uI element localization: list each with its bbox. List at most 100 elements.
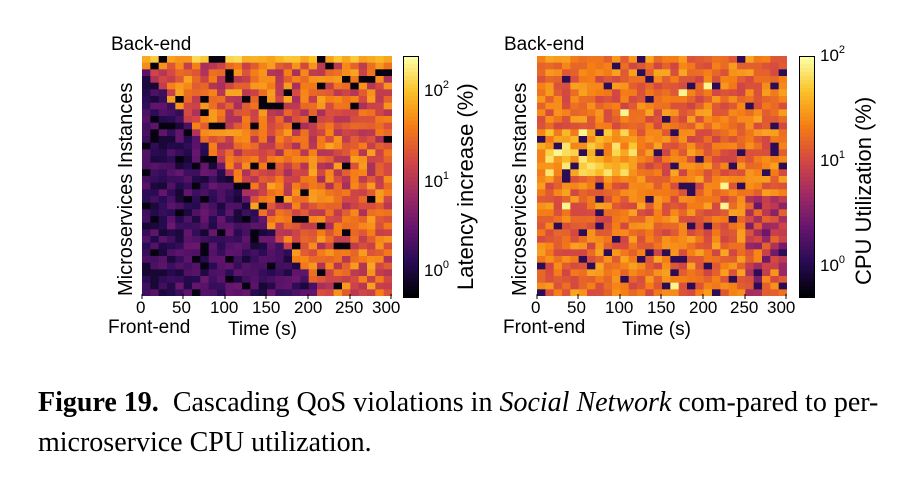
heatmap-cell [267, 249, 276, 257]
heatmap-cell [778, 256, 787, 264]
heatmap-cell [208, 62, 218, 70]
heatmap-cell [367, 82, 376, 90]
heatmap-cell [350, 149, 360, 157]
colorbar-swatch [799, 185, 815, 190]
heatmap-cell [587, 156, 596, 164]
heatmap-cell [737, 256, 746, 264]
heatmap-cell [383, 242, 392, 250]
heatmap-cell [258, 262, 268, 270]
heatmap-cell [570, 222, 580, 230]
heatmap-cell [687, 249, 696, 257]
heatmap-cell [553, 229, 563, 237]
heatmap-cell [537, 102, 546, 110]
heatmap-cell [670, 89, 680, 97]
colorbar-swatch [799, 233, 815, 239]
colorbar-swatch [403, 148, 419, 154]
heatmap-cell [225, 222, 235, 230]
colorbar-swatch [799, 253, 815, 259]
heatmap-cell [158, 82, 168, 90]
heatmap-cell [620, 229, 630, 237]
heatmap-cell [267, 176, 276, 184]
heatmap-cell [258, 249, 268, 257]
heatmap-cell [208, 82, 218, 90]
heatmap-cell [720, 276, 730, 284]
heatmap-cell [158, 102, 168, 110]
heatmap-cell [770, 109, 780, 117]
heatmap-cell [333, 129, 343, 137]
colorbar-swatch [799, 76, 815, 81]
heatmap-cell [217, 242, 226, 250]
colorbar-swatch [799, 241, 815, 247]
heatmap-cell [142, 149, 151, 157]
heatmap-cell [175, 222, 185, 230]
heatmap-cell [562, 262, 571, 270]
heatmap-cell [283, 249, 293, 257]
heatmap-cell [545, 282, 555, 290]
heatmap-cell [367, 76, 376, 84]
heatmap-cell [350, 209, 360, 217]
heatmap-cell [308, 282, 318, 290]
heatmap-cell [350, 102, 360, 110]
heatmap-cell [628, 269, 638, 277]
heatmap-cell [745, 196, 755, 204]
heatmap-cell [283, 289, 293, 296]
heatmap-cell [192, 242, 201, 250]
heatmap-cell [537, 162, 546, 170]
heatmap-cell [745, 89, 755, 97]
heatmap-cell [653, 269, 663, 277]
heatmap-cell [587, 209, 596, 217]
heatmap-cell [300, 262, 310, 270]
heatmap-cell [728, 96, 738, 104]
heatmap-cell [200, 142, 210, 150]
heatmap-cell [770, 182, 780, 190]
heatmap-cell [275, 209, 285, 217]
heatmap-cell [192, 196, 201, 204]
heatmap-cell [553, 249, 563, 257]
heatmap-cell [183, 269, 193, 277]
heatmap-cell [603, 156, 613, 164]
heatmap-cell [570, 182, 580, 190]
heatmap-cell [383, 142, 392, 150]
heatmap-cell [545, 242, 555, 250]
heatmap-cell [703, 249, 713, 257]
heatmap-cell [603, 129, 613, 137]
heatmap-cell [175, 149, 185, 157]
heatmap-cell [537, 276, 546, 284]
heatmap-cell [678, 189, 688, 197]
heatmap-cell [578, 229, 588, 237]
heatmap-cell [283, 136, 293, 144]
heatmap-cell [283, 162, 293, 170]
heatmap-cell [670, 256, 680, 264]
heatmap-cell [645, 256, 655, 264]
heatmap-cell [603, 282, 613, 290]
heatmap-cell [570, 149, 580, 157]
heatmap-cell [587, 262, 596, 270]
heatmap-cell [778, 249, 787, 257]
heatmap-cell [358, 122, 368, 130]
heatmap-cell [553, 256, 563, 264]
heatmap-cell [687, 256, 696, 264]
heatmap-cell [595, 196, 605, 204]
heatmap-cell [578, 149, 588, 157]
heatmap-cell [267, 82, 276, 90]
heatmap-cell [695, 76, 705, 84]
heatmap-cell [250, 196, 260, 204]
heatmap-cell [653, 109, 663, 117]
heatmap-cell [250, 176, 260, 184]
heatmap-cell [570, 102, 580, 110]
heatmap-cell [720, 282, 730, 290]
heatmap-cell [317, 269, 326, 277]
latency-heatmap [142, 56, 392, 296]
heatmap-cell [678, 69, 688, 77]
heatmap-cell [200, 69, 210, 77]
heatmap-cell [292, 289, 301, 296]
colorbar-swatch [403, 281, 419, 287]
heatmap-cell [225, 76, 235, 84]
heatmap-cell [275, 202, 285, 210]
heatmap-cell [728, 56, 738, 64]
heatmap-cell [562, 109, 571, 117]
heatmap-cell [308, 202, 318, 210]
heatmap-cell [350, 182, 360, 190]
heatmap-cell [175, 229, 185, 237]
heatmap-cell [645, 116, 655, 124]
